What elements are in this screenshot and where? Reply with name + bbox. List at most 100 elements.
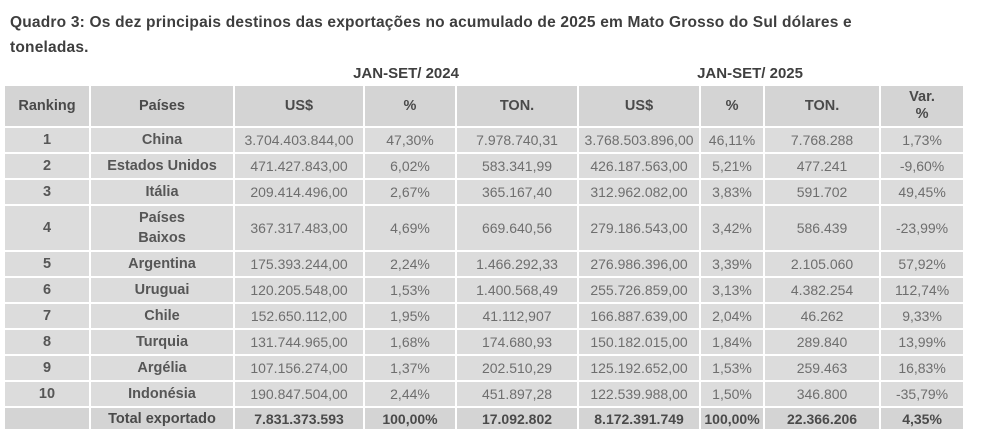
- cell-var-pct: 49,45%: [881, 180, 964, 204]
- cell-usd-2024: 152.650.112,00: [235, 304, 363, 328]
- cell-pais: Indonésia: [91, 382, 233, 406]
- cell-ton-2025: 477.241: [765, 154, 880, 178]
- cell-ton-2024: 41.112,907: [457, 304, 578, 328]
- group-spacer-right: [881, 64, 964, 84]
- cell-ton-2024: 1.400.568,49: [457, 278, 578, 302]
- cell-usd-2024: 107.156.274,00: [235, 356, 363, 380]
- total-label: Total exportado: [91, 408, 233, 429]
- table-row: 2 Estados Unidos 471.427.843,00 6,02% 583.34…: [5, 154, 964, 178]
- cell-ranking: 3: [5, 180, 89, 204]
- cell-var-pct: 57,92%: [881, 252, 964, 276]
- cell-var-pct: -35,79%: [881, 382, 964, 406]
- cell-usd-2025: 122.539.988,00: [579, 382, 700, 406]
- group-spacer-left: [5, 64, 233, 84]
- table-row: 10 Indonésia 190.847.504,00 2,44% 451.897,28…: [5, 382, 964, 406]
- column-header-var-pct: Var. %: [881, 86, 964, 126]
- table-row: 5 Argentina 175.393.244,00 2,24% 1.466.292,3…: [5, 252, 964, 276]
- cell-usd-2025: 279.186.543,00: [579, 206, 700, 250]
- table-row: 9 Argélia 107.156.274,00 1,37% 202.510,29 125…: [5, 356, 964, 380]
- column-header-pct-2025: %: [701, 86, 764, 126]
- cell-ranking: 5: [5, 252, 89, 276]
- cell-pct-2024: 1,37%: [365, 356, 455, 380]
- total-pct-2024: 100,00%: [365, 408, 455, 429]
- cell-pct-2024: 2,67%: [365, 180, 455, 204]
- column-header-usd-2025: US$: [579, 86, 700, 126]
- cell-pct-2025: 1,84%: [701, 330, 764, 354]
- cell-usd-2024: 120.205.548,00: [235, 278, 363, 302]
- column-header-ranking: Ranking: [5, 86, 89, 126]
- cell-pais: Argentina: [91, 252, 233, 276]
- cell-usd-2024: 190.847.504,00: [235, 382, 363, 406]
- cell-ranking: 9: [5, 356, 89, 380]
- cell-usd-2024: 471.427.843,00: [235, 154, 363, 178]
- cell-pct-2025: 5,21%: [701, 154, 764, 178]
- column-header-row: Ranking Países US$ % TON. US$ % TON. Var…: [5, 86, 964, 126]
- cell-ton-2025: 289.840: [765, 330, 880, 354]
- column-header-usd-2024: US$: [235, 86, 363, 126]
- cell-var-pct: 1,73%: [881, 128, 964, 152]
- table-caption: Quadro 3: Os dez principais destinos das…: [10, 14, 852, 56]
- cell-pais: Itália: [91, 180, 233, 204]
- cell-ton-2025: 4.382.254: [765, 278, 880, 302]
- cell-usd-2024: 209.414.496,00: [235, 180, 363, 204]
- cell-ranking: 10: [5, 382, 89, 406]
- total-ton-2024: 17.092.802: [457, 408, 578, 429]
- cell-ton-2025: 7.768.288: [765, 128, 880, 152]
- cell-ranking: 1: [5, 128, 89, 152]
- cell-usd-2024: 3.704.403.844,00: [235, 128, 363, 152]
- cell-ranking: 2: [5, 154, 89, 178]
- cell-var-pct: 13,99%: [881, 330, 964, 354]
- cell-usd-2024: 367.317.483,00: [235, 206, 363, 250]
- period-2025-label: JAN-SET/ 2025: [579, 64, 880, 84]
- cell-pct-2025: 2,04%: [701, 304, 764, 328]
- cell-ranking: 8: [5, 330, 89, 354]
- cell-ton-2024: 7.978.740,31: [457, 128, 578, 152]
- total-ranking-cell: [5, 408, 89, 429]
- period-group-row: JAN-SET/ 2024 JAN-SET/ 2025: [5, 64, 964, 84]
- cell-pct-2025: 1,53%: [701, 356, 764, 380]
- cell-usd-2025: 276.986.396,00: [579, 252, 700, 276]
- total-usd-2024: 7.831.373.593: [235, 408, 363, 429]
- column-header-ton-2024: TON.: [457, 86, 578, 126]
- period-2024-label: JAN-SET/ 2024: [235, 64, 578, 84]
- cell-ton-2024: 174.680,93: [457, 330, 578, 354]
- cell-pais: Argélia: [91, 356, 233, 380]
- cell-ton-2025: 586.439: [765, 206, 880, 250]
- cell-pct-2024: 1,68%: [365, 330, 455, 354]
- table-row: 8 Turquia 131.744.965,00 1,68% 174.680,93 150…: [5, 330, 964, 354]
- cell-ton-2024: 669.640,56: [457, 206, 578, 250]
- total-row: Total exportado 7.831.373.593 100,00% 17…: [5, 408, 964, 429]
- cell-ton-2025: 346.800: [765, 382, 880, 406]
- column-header-pct-2024: %: [365, 86, 455, 126]
- cell-pct-2024: 47,30%: [365, 128, 455, 152]
- cell-pct-2025: 3,13%: [701, 278, 764, 302]
- cell-var-pct: 112,74%: [881, 278, 964, 302]
- cell-pct-2025: 1,50%: [701, 382, 764, 406]
- total-ton-2025: 22.366.206: [765, 408, 880, 429]
- cell-var-pct: -9,60%: [881, 154, 964, 178]
- exports-table: JAN-SET/ 2024 JAN-SET/ 2025 Ranking País…: [3, 62, 965, 431]
- cell-var-pct: 16,83%: [881, 356, 964, 380]
- cell-ton-2024: 365.167,40: [457, 180, 578, 204]
- cell-pais: Chile: [91, 304, 233, 328]
- table-body: 1 China 3.704.403.844,00 47,30% 7.978.740,31…: [5, 128, 964, 406]
- table-row: 1 China 3.704.403.844,00 47,30% 7.978.740,31…: [5, 128, 964, 152]
- cell-ranking: 7: [5, 304, 89, 328]
- cell-ton-2025: 591.702: [765, 180, 880, 204]
- cell-pais: Turquia: [91, 330, 233, 354]
- cell-usd-2025: 312.962.082,00: [579, 180, 700, 204]
- cell-var-pct: 9,33%: [881, 304, 964, 328]
- total-usd-2025: 8.172.391.749: [579, 408, 700, 429]
- cell-pct-2024: 2,44%: [365, 382, 455, 406]
- table-row: 4 Países Baixos 367.317.483,00 4,69% 669.640…: [5, 206, 964, 250]
- cell-usd-2025: 426.187.563,00: [579, 154, 700, 178]
- cell-pct-2024: 1,53%: [365, 278, 455, 302]
- cell-ton-2025: 259.463: [765, 356, 880, 380]
- column-header-ton-2025: TON.: [765, 86, 880, 126]
- cell-ton-2025: 2.105.060: [765, 252, 880, 276]
- cell-ton-2025: 46.262: [765, 304, 880, 328]
- total-var-pct: 4,35%: [881, 408, 964, 429]
- cell-usd-2025: 166.887.639,00: [579, 304, 700, 328]
- cell-usd-2024: 175.393.244,00: [235, 252, 363, 276]
- cell-usd-2025: 125.192.652,00: [579, 356, 700, 380]
